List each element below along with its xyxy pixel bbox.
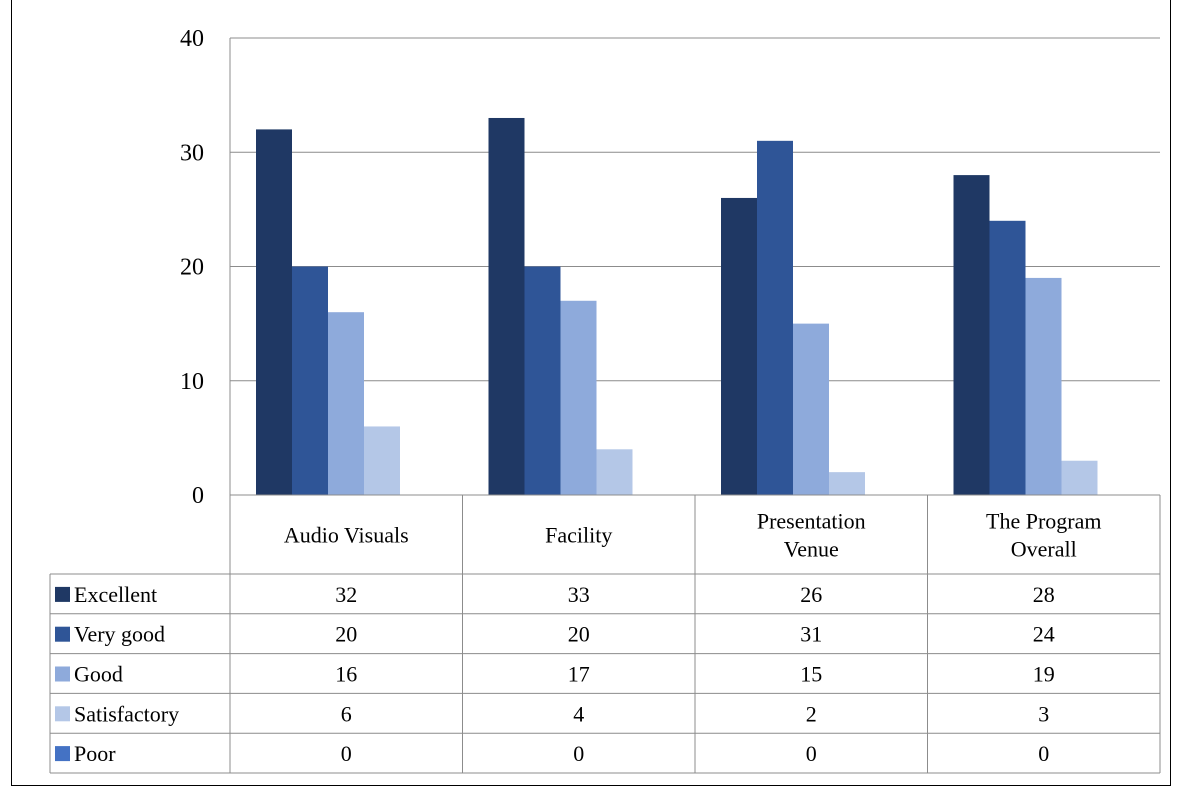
bars — [256, 117, 1098, 496]
category-label-1: Facility — [545, 523, 612, 548]
table-value-poor-1: 0 — [573, 741, 584, 766]
legend-label-excellent: Excellent — [74, 582, 157, 607]
bar-excellent-0 — [256, 129, 292, 495]
y-tick-label-40: 40 — [180, 26, 204, 52]
bar-excellent-3 — [953, 175, 990, 495]
table-value-very-good-2: 31 — [800, 622, 822, 647]
bar-good-2 — [793, 323, 829, 495]
table-value-excellent-1: 33 — [568, 582, 590, 607]
bar-satisfactory-1 — [596, 449, 633, 495]
legend-label-poor: Poor — [74, 741, 116, 766]
table-value-good-0: 16 — [335, 662, 357, 687]
category-label-2: Presentation Venue — [757, 509, 866, 562]
bar-excellent-2 — [721, 197, 757, 495]
bar-excellent-1 — [488, 117, 525, 495]
legend-label-good: Good — [74, 662, 123, 687]
table-value-excellent-2: 26 — [800, 582, 822, 607]
bar-good-0 — [328, 312, 364, 495]
table-value-good-2: 15 — [800, 662, 822, 687]
table-value-good-3: 19 — [1033, 662, 1055, 687]
category-label-3: The Program Overall — [986, 509, 1101, 562]
table-value-excellent-0: 32 — [335, 582, 357, 607]
legend-key-satisfactory — [55, 706, 70, 722]
y-tick-label-30: 30 — [180, 140, 204, 166]
y-tick-label-20: 20 — [180, 255, 204, 281]
table-value-satisfactory-2: 2 — [806, 701, 817, 726]
bar-satisfactory-0 — [364, 426, 400, 495]
table-value-very-good-1: 20 — [568, 622, 590, 647]
legend-label-very-good: Very good — [74, 622, 165, 647]
bar-good-1 — [560, 300, 597, 495]
data-table: Audio Visuals Facility Presentation Venue Th… — [49, 494, 1161, 774]
category-label-0: Audio Visuals — [284, 523, 409, 548]
table-value-very-good-3: 24 — [1033, 622, 1055, 647]
table-value-very-good-0: 20 — [335, 622, 357, 647]
legend-key-excellent — [55, 586, 70, 602]
table-value-poor-3: 0 — [1038, 741, 1049, 766]
bar-very-good-0 — [292, 266, 328, 495]
table-value-excellent-3: 28 — [1033, 582, 1055, 607]
table-value-good-1: 17 — [568, 662, 590, 687]
bar-good-3 — [1025, 277, 1062, 495]
chart-frame — [11, 0, 1171, 786]
legend-key-good — [55, 666, 70, 682]
table-value-poor-2: 0 — [806, 741, 817, 766]
table-value-satisfactory-0: 6 — [341, 701, 352, 726]
y-tick-label-10: 10 — [180, 369, 204, 395]
bar-satisfactory-2 — [829, 472, 865, 495]
bar-very-good-2 — [757, 140, 793, 495]
table-value-poor-0: 0 — [341, 741, 352, 766]
legend-label-satisfactory: Satisfactory — [74, 701, 179, 726]
bar-satisfactory-3 — [1061, 460, 1098, 495]
bar-very-good-1 — [524, 266, 561, 495]
legend-key-very-good — [55, 626, 70, 642]
y-tick-label-0: 0 — [192, 483, 204, 509]
gridlines — [229, 37, 1160, 773]
legend-key-poor — [55, 746, 70, 762]
table-value-satisfactory-3: 3 — [1038, 701, 1049, 726]
y-axis-ticks: 0 10 20 30 40 — [180, 26, 204, 509]
bar-very-good-3 — [989, 220, 1026, 496]
table-value-satisfactory-1: 4 — [573, 701, 584, 726]
